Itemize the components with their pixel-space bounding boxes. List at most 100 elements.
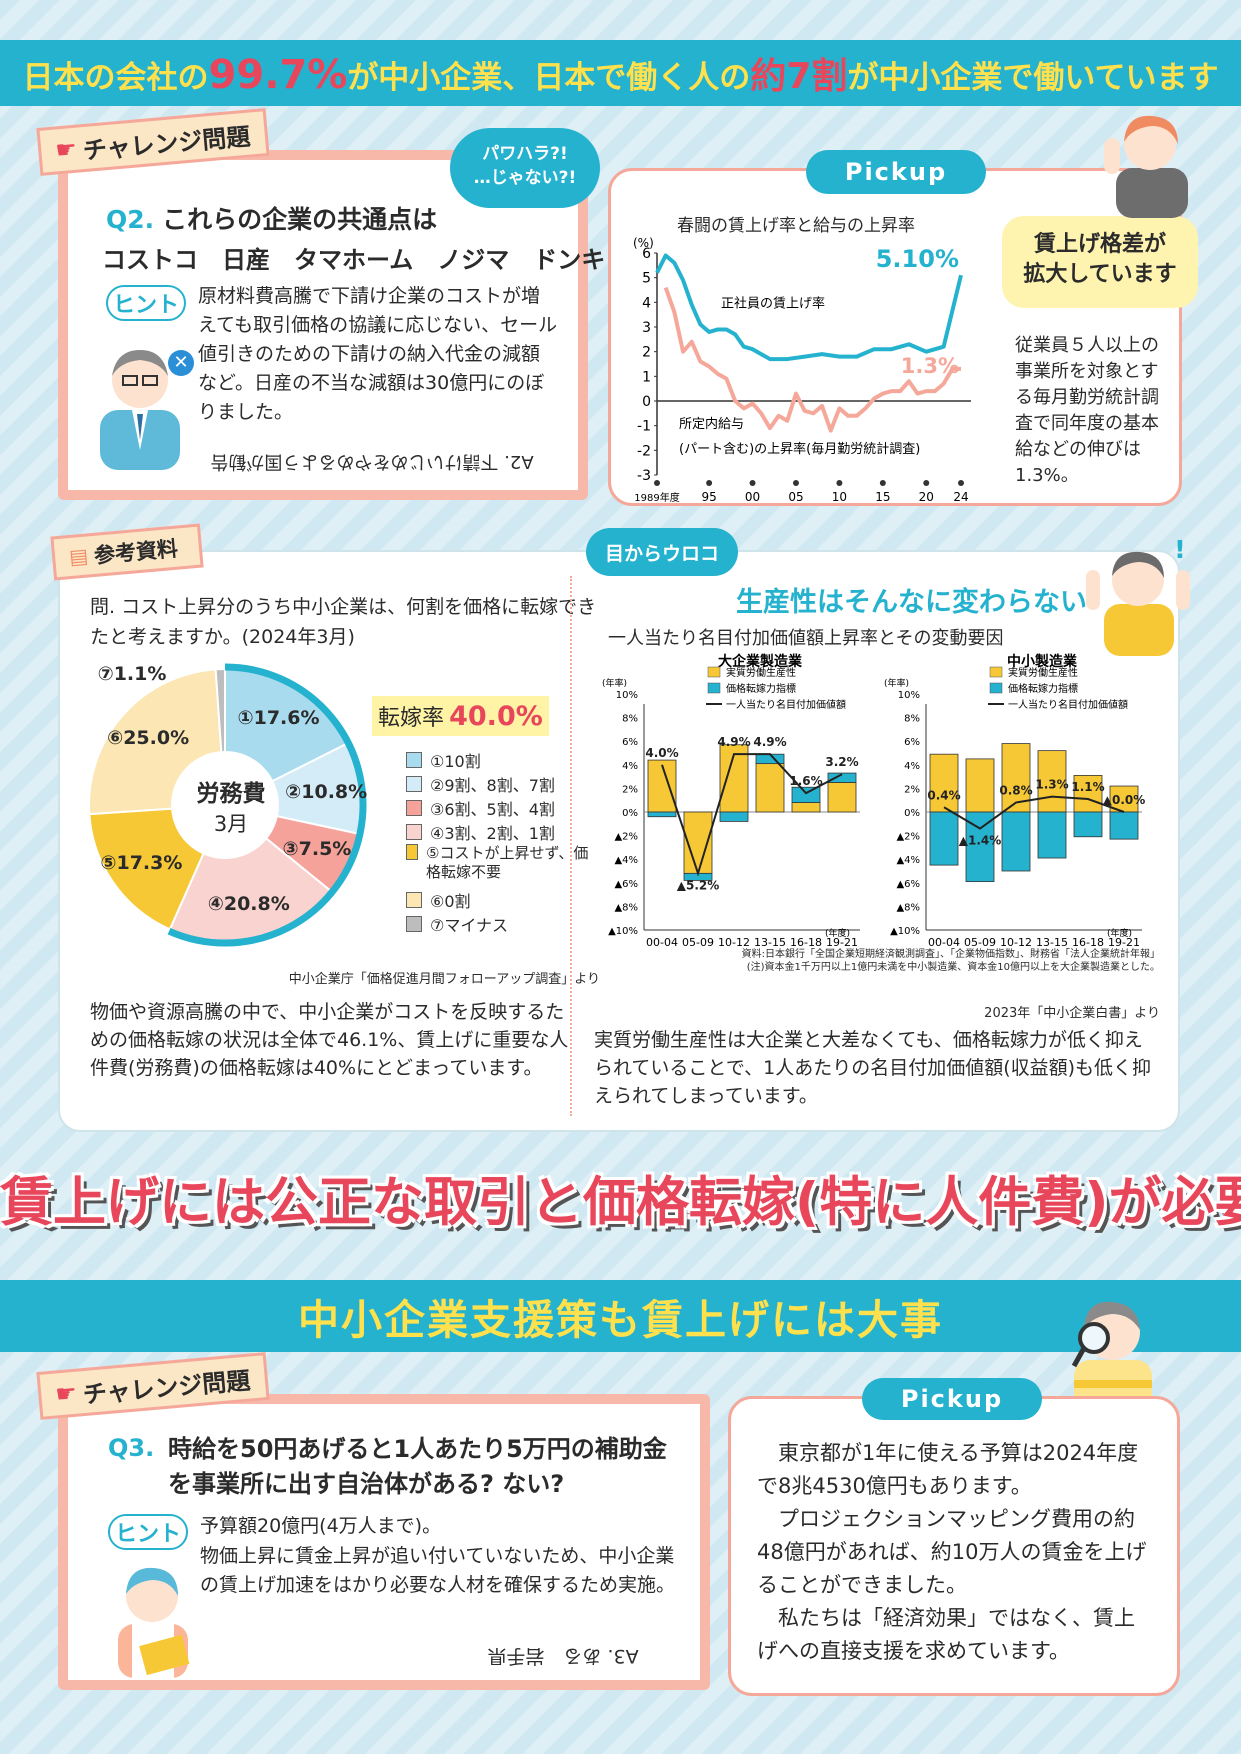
panel-divider <box>570 576 572 1116</box>
bar-data-label: 0.8% <box>999 784 1032 798</box>
y-unit-label: (年率) <box>602 677 627 689</box>
rate-value: 40.0% <box>449 701 543 732</box>
y-tick-label: ▲6% <box>896 879 920 890</box>
y-tick-label: -1 <box>637 419 651 435</box>
x-tick-label: 00-04 <box>928 936 960 949</box>
bar-productivity <box>791 802 821 813</box>
pie-data-label: ①17.6% <box>237 707 320 730</box>
bar-data-label: 0.4% <box>927 788 960 802</box>
pie-data-label: ③7.5% <box>282 838 352 861</box>
pie-center-hole <box>171 751 279 859</box>
q2-answer: A2. 下請けいじめをやめるよう国が勧告 <box>210 451 534 472</box>
bar-data-label: 1.1% <box>1071 780 1104 794</box>
pie-data-label: ⑥25.0% <box>107 726 190 749</box>
series-line-0 <box>655 253 963 362</box>
pie-data-label: ②10.8% <box>285 781 368 804</box>
line-chart-title: 春闘の賃上げ率と給与の上昇率 <box>677 216 915 236</box>
pie-data-label: ④20.8% <box>207 893 290 916</box>
bar-productivity <box>1073 775 1103 813</box>
productivity-text: 実質労働生産性は大企業と大差なくても、価格転嫁力が低く抑えられていることで、1人… <box>594 1029 1152 1107</box>
pickup1-text: 従業員５人以上の事業所を対象とする毎月勤労統計調査で同年度の基本給などの伸びは1… <box>1015 335 1159 486</box>
bar-price-pass-through <box>647 811 677 818</box>
pie-data-label: ⑦1.1% <box>97 663 167 685</box>
pie-legend: ①10割 ②9割、8割、7割 ③6割、5割、4割 ④3割、2割、1割 ⑤コストが上昇せず… <box>406 748 596 936</box>
support-band: 中小企業支援策も賃上げには大事 <box>0 1280 1241 1352</box>
productivity-source: 資料:日本銀行「全国企業短期経済観測調査」、「企業物価指数」、財務省「法人企業統… <box>741 949 1160 973</box>
q3-hint-text2: 物価上昇に賃金上昇が追い付いていないため、中小企業の賃上げ加速をはかり必要な人材… <box>200 1545 676 1596</box>
bar-data-label: ▲1.4% <box>959 834 1002 848</box>
q2-text: これらの企業の共通点は <box>162 205 438 234</box>
productivity-source2: 2023年「中小企業白書」より <box>984 1006 1160 1021</box>
x-tick-label: 13-15 <box>1036 936 1068 949</box>
bar-productivity <box>827 782 857 813</box>
y-tick-label: 4% <box>622 761 638 772</box>
bar-data-label: 3.2% <box>825 755 858 769</box>
main-slogan: 賃上げには公正な取引と価格転嫁(特に人件費)が必要 <box>0 1172 1241 1233</box>
surprised-man-illustration: ! <box>1086 540 1190 656</box>
legend-label: 価格転嫁力指標 <box>726 682 796 695</box>
y-tick-label: 4 <box>642 295 651 311</box>
y-tick-label: ▲10% <box>890 926 920 937</box>
pie-legend-item: ⑦マイナス <box>406 912 596 936</box>
y-tick-label: ▲2% <box>896 832 920 843</box>
legend-swatch <box>707 666 721 678</box>
x-tick-dot <box>923 480 930 486</box>
bar-data-label: 1.6% <box>789 774 822 788</box>
legend-swatch <box>989 666 1003 678</box>
y-tick-label: 0% <box>622 808 638 819</box>
y-tick-label: 6% <box>904 737 920 748</box>
legend-swatch <box>406 916 422 932</box>
y-tick-label: 2% <box>904 784 920 795</box>
bar-price-pass-through <box>1037 811 1067 859</box>
eye-opener-tag: 目からウロコ <box>586 528 738 576</box>
pickup2-label: Pickup <box>862 1378 1042 1420</box>
header-band: 日本の会社の99.7%が中小企業、日本で働く人の約7割が中小企業で働いています <box>0 40 1241 106</box>
pie-labels: ①17.6% ②10.8% ③7.5% ④20.8% ⑤17.3% ⑥25.0% ⑦1.1% <box>60 552 620 972</box>
series-name-1b: (パート含む)の上昇率(毎月勤労統計調査) <box>679 441 920 457</box>
pickup1-label: Pickup <box>806 150 986 194</box>
y-tick-label: 3 <box>642 320 651 336</box>
wage-gap-callout: 賃上げ格差が 拡大しています <box>1002 216 1198 308</box>
x-tick-dot <box>958 480 964 486</box>
x-tick-label: 05-09 <box>964 936 996 949</box>
productivity-subtitle: 一人当たり名目付加価値額上昇率とその変動要因 <box>608 628 1004 649</box>
y-tick-label: 0 <box>642 394 651 410</box>
y-tick-label: 4% <box>904 761 920 772</box>
support-band-title: 中小企業支援策も賃上げには大事 <box>298 1296 943 1344</box>
legend-swatch <box>707 682 721 694</box>
header-part2: が中小企業、日本で働く人の <box>347 60 751 96</box>
x-tick-dot <box>749 480 756 486</box>
x-tick-label: 95 <box>701 490 716 503</box>
legend-label: ⑥0割 <box>430 892 471 911</box>
x-tick-label: 1989年度 <box>634 491 679 503</box>
y-tick-label: -3 <box>637 468 651 484</box>
pie-legend-item: ⑥0割 <box>406 888 596 912</box>
series-name-1a: 所定内給与 <box>679 416 744 432</box>
pie-source: 中小企業庁「価格促進月間フォローアップ調査」より <box>288 972 600 987</box>
pie-legend-item: ④3割、2割、1割 <box>406 820 596 844</box>
y-tick-label: ▲10% <box>608 926 638 937</box>
legend-label: 価格転嫁力指標 <box>1008 682 1078 695</box>
header-part1: 日本の会社の <box>22 60 209 96</box>
businessman-illustration <box>100 350 180 470</box>
pie-legend-item: ⑤コストが上昇せず、価格転嫁不要 <box>406 844 596 888</box>
legend-label: ①10割 <box>430 752 481 771</box>
legend-swatch <box>989 682 1003 694</box>
nominal-value-line <box>661 753 843 877</box>
x-tick-dot <box>836 480 843 486</box>
q3-text: 時給を50円あげると1人あたり5万円の補助金を事業所に出す自治体がある? ない? <box>168 1435 667 1498</box>
bar-price-pass-through <box>719 811 749 822</box>
bar-data-label: ▲5.2% <box>677 878 720 892</box>
q3-hint-text1: 予算額20億円(4万人まで)。 <box>200 1515 442 1537</box>
svg-text:!: ! <box>1174 540 1186 565</box>
challenge-q2-box: Q2. これらの企業の共通点は コストコ 日産 タマホーム ノジマ ドンキ ヒン… <box>58 150 605 500</box>
x-tick-label: 10-12 <box>718 936 750 949</box>
bar-productivity <box>965 758 995 813</box>
y-unit-label: (年率) <box>884 677 909 689</box>
pass-through-rate: 転嫁率 40.0% <box>372 696 549 736</box>
legend-label: 実質労働生産性 <box>726 666 796 679</box>
series-line-1 <box>663 286 961 433</box>
y-tick-label: -2 <box>637 443 651 459</box>
pickup1-panel: 春闘の賃上げ率と給与の上昇率 (%) 6 5 4 3 2 1 0 -1 -2 -3 1989年度 95 0… <box>608 168 1182 506</box>
y-tick-label: 8% <box>904 714 920 725</box>
